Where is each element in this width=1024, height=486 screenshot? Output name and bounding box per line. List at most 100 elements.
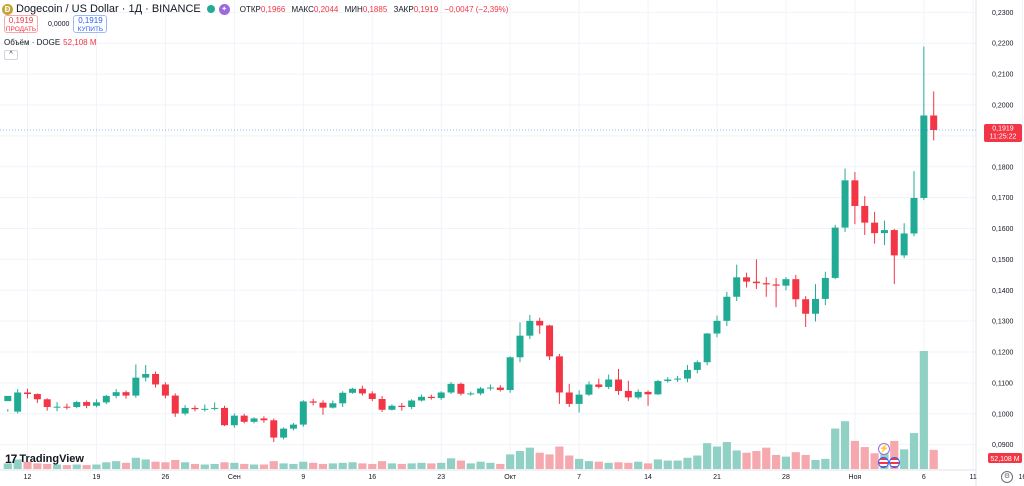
price-tick-label: 0,1500 (992, 257, 1014, 264)
time-tick-label: 26 (162, 474, 170, 481)
lightning-event-icon[interactable]: ⚡ (878, 443, 890, 455)
candle (585, 381, 593, 396)
us-flag-event-icon[interactable] (878, 457, 889, 468)
collapse-legend-button[interactable]: ^ (4, 50, 18, 60)
candle-body (33, 394, 41, 400)
volume-bar (722, 442, 731, 469)
symbol-header: Ð Dogecoin / US Dollar · 1Д · BINANCE ✦ … (2, 2, 512, 16)
candle-body (349, 388, 357, 393)
candle (447, 381, 455, 395)
candle-body (546, 325, 554, 357)
volume-bar (762, 447, 771, 469)
volume-bar (909, 433, 919, 469)
volume-bar (289, 463, 298, 469)
volume-bar (82, 465, 91, 469)
volume-bar (870, 453, 879, 469)
candle-body (457, 383, 465, 394)
volume-bar (200, 464, 209, 469)
volume-bar (545, 454, 554, 469)
current-price-value: 0,1919 (992, 126, 1014, 133)
candle-body (900, 233, 908, 256)
candle-body (201, 408, 209, 410)
buy-button[interactable]: 0,1919 КУПИТЬ (73, 15, 108, 33)
sell-button[interactable]: 0,1919 ПРОДАТЬ (4, 15, 38, 33)
candle-body (605, 379, 613, 387)
volume-bar (604, 462, 613, 469)
candle-body (861, 205, 869, 223)
candle (595, 378, 603, 389)
candle-body (102, 395, 110, 403)
candle (674, 375, 682, 382)
volume-bar (446, 458, 456, 469)
volume-bar (328, 463, 337, 469)
candle-body (398, 405, 406, 408)
volume-bar (634, 461, 643, 469)
high-label: МАКС (291, 4, 314, 14)
volume-bar (279, 463, 288, 469)
time-tick-label: 11 (969, 474, 976, 481)
candle-body (368, 393, 376, 399)
candle-body (703, 333, 711, 363)
candle-body (378, 398, 386, 410)
candle-body (664, 379, 672, 382)
candle (319, 400, 327, 415)
candle (378, 395, 386, 412)
volume-bar (378, 461, 387, 469)
candle (132, 364, 140, 398)
tradingview-logo[interactable]: 17 TradingView (5, 452, 84, 466)
candle-body (920, 115, 928, 198)
volume-legend[interactable]: Объём · DOGE 52,108 M (4, 38, 97, 47)
volume-legend-value: 52,108 M (63, 38, 97, 47)
candle (634, 389, 642, 400)
volume-bar (466, 463, 475, 469)
volume-bar (732, 450, 741, 469)
volume-bar (220, 462, 229, 469)
candle-body (221, 407, 228, 426)
candle (408, 399, 416, 410)
close-value: 0,1919 (413, 4, 439, 14)
volume-bar (781, 456, 791, 469)
price-tick-label: 0,0900 (992, 442, 1014, 449)
candle-body (309, 401, 317, 403)
candle-body (467, 393, 475, 395)
volume-bar (249, 464, 259, 469)
candle-body (792, 279, 800, 300)
market-status-icon[interactable] (206, 5, 215, 13)
volume-bars (3, 351, 938, 469)
dogecoin-coin-icon[interactable]: Ð (2, 3, 13, 15)
candle (4, 395, 12, 412)
volume-bar (850, 440, 859, 469)
volume-bar (407, 463, 416, 469)
candlestick-series (4, 46, 938, 443)
volume-bar (102, 462, 111, 469)
volume-bar (210, 463, 219, 469)
us-flag-event-icon-2[interactable] (889, 457, 900, 468)
candle (506, 356, 514, 393)
candle (427, 394, 435, 400)
candle-body (152, 373, 160, 385)
price-tick-label: 0,1100 (992, 380, 1013, 387)
candle (201, 404, 209, 412)
candle-body (319, 402, 327, 408)
volume-bar (929, 449, 938, 469)
volume-bar (368, 463, 377, 469)
candle-body (142, 373, 150, 378)
candle (14, 389, 22, 414)
price-tick-label: 0,2200 (992, 41, 1014, 48)
volume-bar (653, 459, 662, 469)
symbol-indicator-icon[interactable]: ✦ (218, 3, 230, 15)
symbol-title[interactable]: Dogecoin / US Dollar · 1Д · BINANCE (16, 3, 201, 15)
volume-bar (673, 460, 682, 469)
bar-countdown: 11:25:22 (990, 134, 1017, 141)
open-label: ОТКР (239, 4, 261, 14)
volume-bar (92, 464, 101, 469)
price-tick-label: 0,2000 (992, 102, 1014, 109)
gear-icon[interactable]: ⚙ (1001, 471, 1013, 483)
ohlc-legend: ОТКР0,1966 МАКС0,2044 МИН0,1885 ЗАКР0,19… (240, 5, 513, 14)
volume-bar (860, 447, 869, 469)
volume-bar (112, 461, 121, 469)
volume-bar (299, 461, 308, 469)
volume-bar (791, 452, 800, 469)
candle (230, 413, 238, 428)
